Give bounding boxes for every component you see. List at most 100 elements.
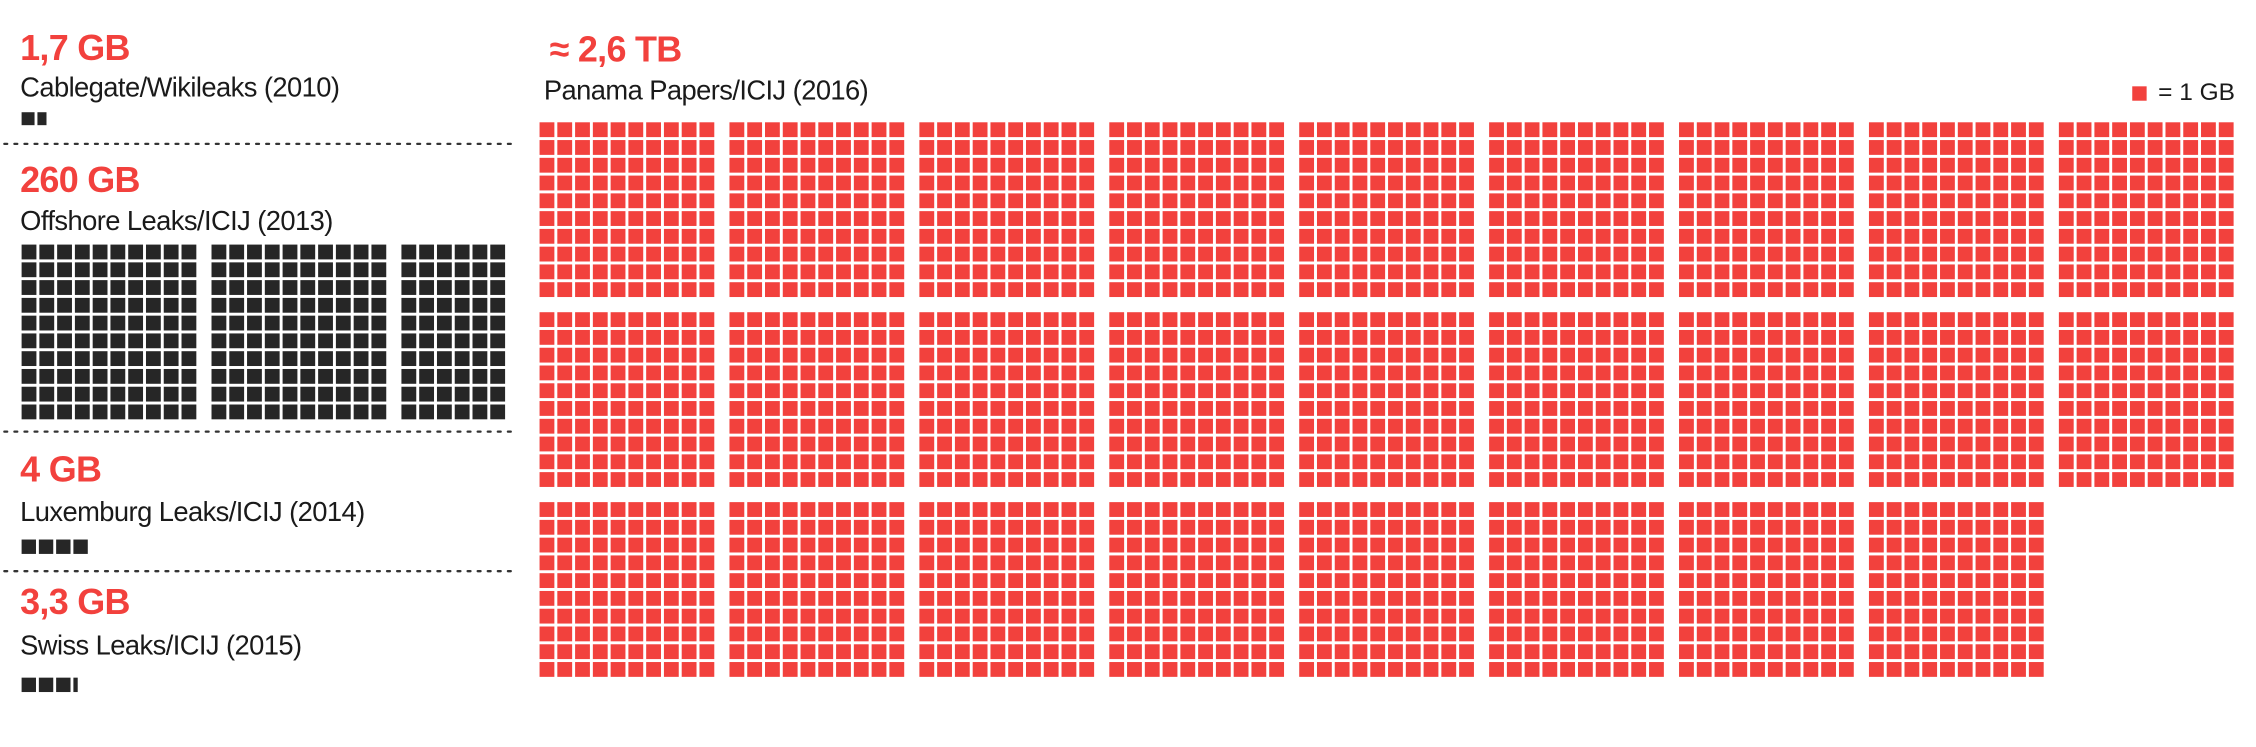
unit-square xyxy=(1524,175,1540,191)
unit-square xyxy=(1750,122,1765,138)
unit-square xyxy=(1886,157,1902,173)
unit-square xyxy=(1524,608,1540,624)
unit-square xyxy=(2094,312,2110,328)
unit-square xyxy=(1441,519,1457,535)
size-label: 4 GB xyxy=(20,448,101,489)
unit-square xyxy=(1233,608,1249,624)
unit-square xyxy=(1269,365,1285,381)
unit-square xyxy=(699,537,715,553)
unit-square xyxy=(539,175,555,191)
unit-square xyxy=(1316,193,1332,209)
unit-square xyxy=(1459,211,1474,226)
unit-square xyxy=(954,519,970,535)
unit-square xyxy=(818,365,834,381)
unit-square xyxy=(1886,555,1902,571)
unit-square xyxy=(919,626,935,642)
unit-square xyxy=(1821,282,1837,298)
unit-square xyxy=(1043,537,1059,553)
unit-square xyxy=(836,519,851,535)
unit-square xyxy=(92,297,108,313)
unit-square xyxy=(1299,329,1315,345)
unit-square xyxy=(782,246,798,262)
unit-square xyxy=(1061,662,1077,677)
unit-square xyxy=(628,122,644,138)
unit-square xyxy=(539,502,555,517)
unit-square xyxy=(646,282,661,298)
unit-square xyxy=(2028,590,2044,606)
unit-square xyxy=(1127,193,1142,209)
unit-square xyxy=(1008,122,1024,138)
unit-square xyxy=(2201,329,2216,345)
unit-square xyxy=(1714,662,1730,677)
unit-square xyxy=(21,297,37,313)
unit-square xyxy=(1696,436,1712,452)
unit-square xyxy=(2058,175,2074,191)
unit-square xyxy=(871,626,887,642)
unit-square xyxy=(871,573,887,589)
unit-square xyxy=(436,262,452,278)
unit-square xyxy=(2129,418,2145,434)
unit-square xyxy=(1043,228,1059,244)
unit-square xyxy=(1423,590,1439,606)
unit-square xyxy=(871,662,887,677)
unit-square xyxy=(1821,418,1837,434)
unit-square xyxy=(782,454,798,470)
unit-square xyxy=(1215,662,1231,677)
unit-square xyxy=(1821,401,1837,416)
unit-square xyxy=(1886,347,1902,363)
unit-square xyxy=(853,436,869,452)
unit-square xyxy=(747,537,763,553)
unit-square xyxy=(1767,644,1783,660)
unit-square xyxy=(1993,211,2009,226)
unit-square xyxy=(21,112,35,126)
unit-square xyxy=(990,573,1006,589)
unit-square xyxy=(1838,662,1854,677)
unit-square xyxy=(1922,175,1938,191)
unit-square xyxy=(2112,472,2127,487)
unit-square xyxy=(575,436,590,452)
unit-square xyxy=(836,573,851,589)
unit-square xyxy=(1868,519,1884,535)
unit-square xyxy=(1613,264,1629,280)
unit-square xyxy=(747,502,763,517)
unit-square xyxy=(1679,555,1694,571)
unit-square xyxy=(1025,472,1041,487)
unit-square xyxy=(1299,365,1315,381)
unit-square xyxy=(1109,312,1125,328)
unit-square xyxy=(2147,436,2163,452)
unit-square xyxy=(2218,472,2234,487)
unit-square xyxy=(919,312,935,328)
unit-square xyxy=(21,351,37,367)
unit-square xyxy=(889,228,905,244)
unit-square xyxy=(1868,383,1884,399)
unit-square xyxy=(2076,175,2092,191)
unit-square xyxy=(1299,662,1315,677)
unit-square xyxy=(575,418,590,434)
unit-square xyxy=(1750,626,1765,642)
unit-square xyxy=(1423,211,1439,226)
unit-square xyxy=(1079,347,1095,363)
unit-square xyxy=(1061,347,1077,363)
unit-square xyxy=(699,436,715,452)
unit-square xyxy=(972,537,988,553)
unit-square xyxy=(1251,175,1267,191)
unit-square xyxy=(889,472,905,487)
unit-square xyxy=(1524,246,1540,262)
unit-square xyxy=(2112,228,2127,244)
unit-square xyxy=(919,555,935,571)
unit-square xyxy=(1299,211,1315,226)
unit-square xyxy=(1144,573,1160,589)
unit-square xyxy=(646,644,661,660)
unit-square xyxy=(2218,365,2234,381)
unit-square xyxy=(1180,347,1196,363)
unit-square xyxy=(1299,122,1315,138)
unit-square xyxy=(575,282,590,298)
unit-square xyxy=(800,418,816,434)
unit-square xyxy=(1079,140,1095,155)
unit-square xyxy=(1785,140,1801,155)
unit-square xyxy=(1459,590,1474,606)
unit-square xyxy=(2147,347,2163,363)
unit-square xyxy=(1542,590,1558,606)
unit-square xyxy=(1459,537,1474,553)
unit-square xyxy=(371,404,387,420)
